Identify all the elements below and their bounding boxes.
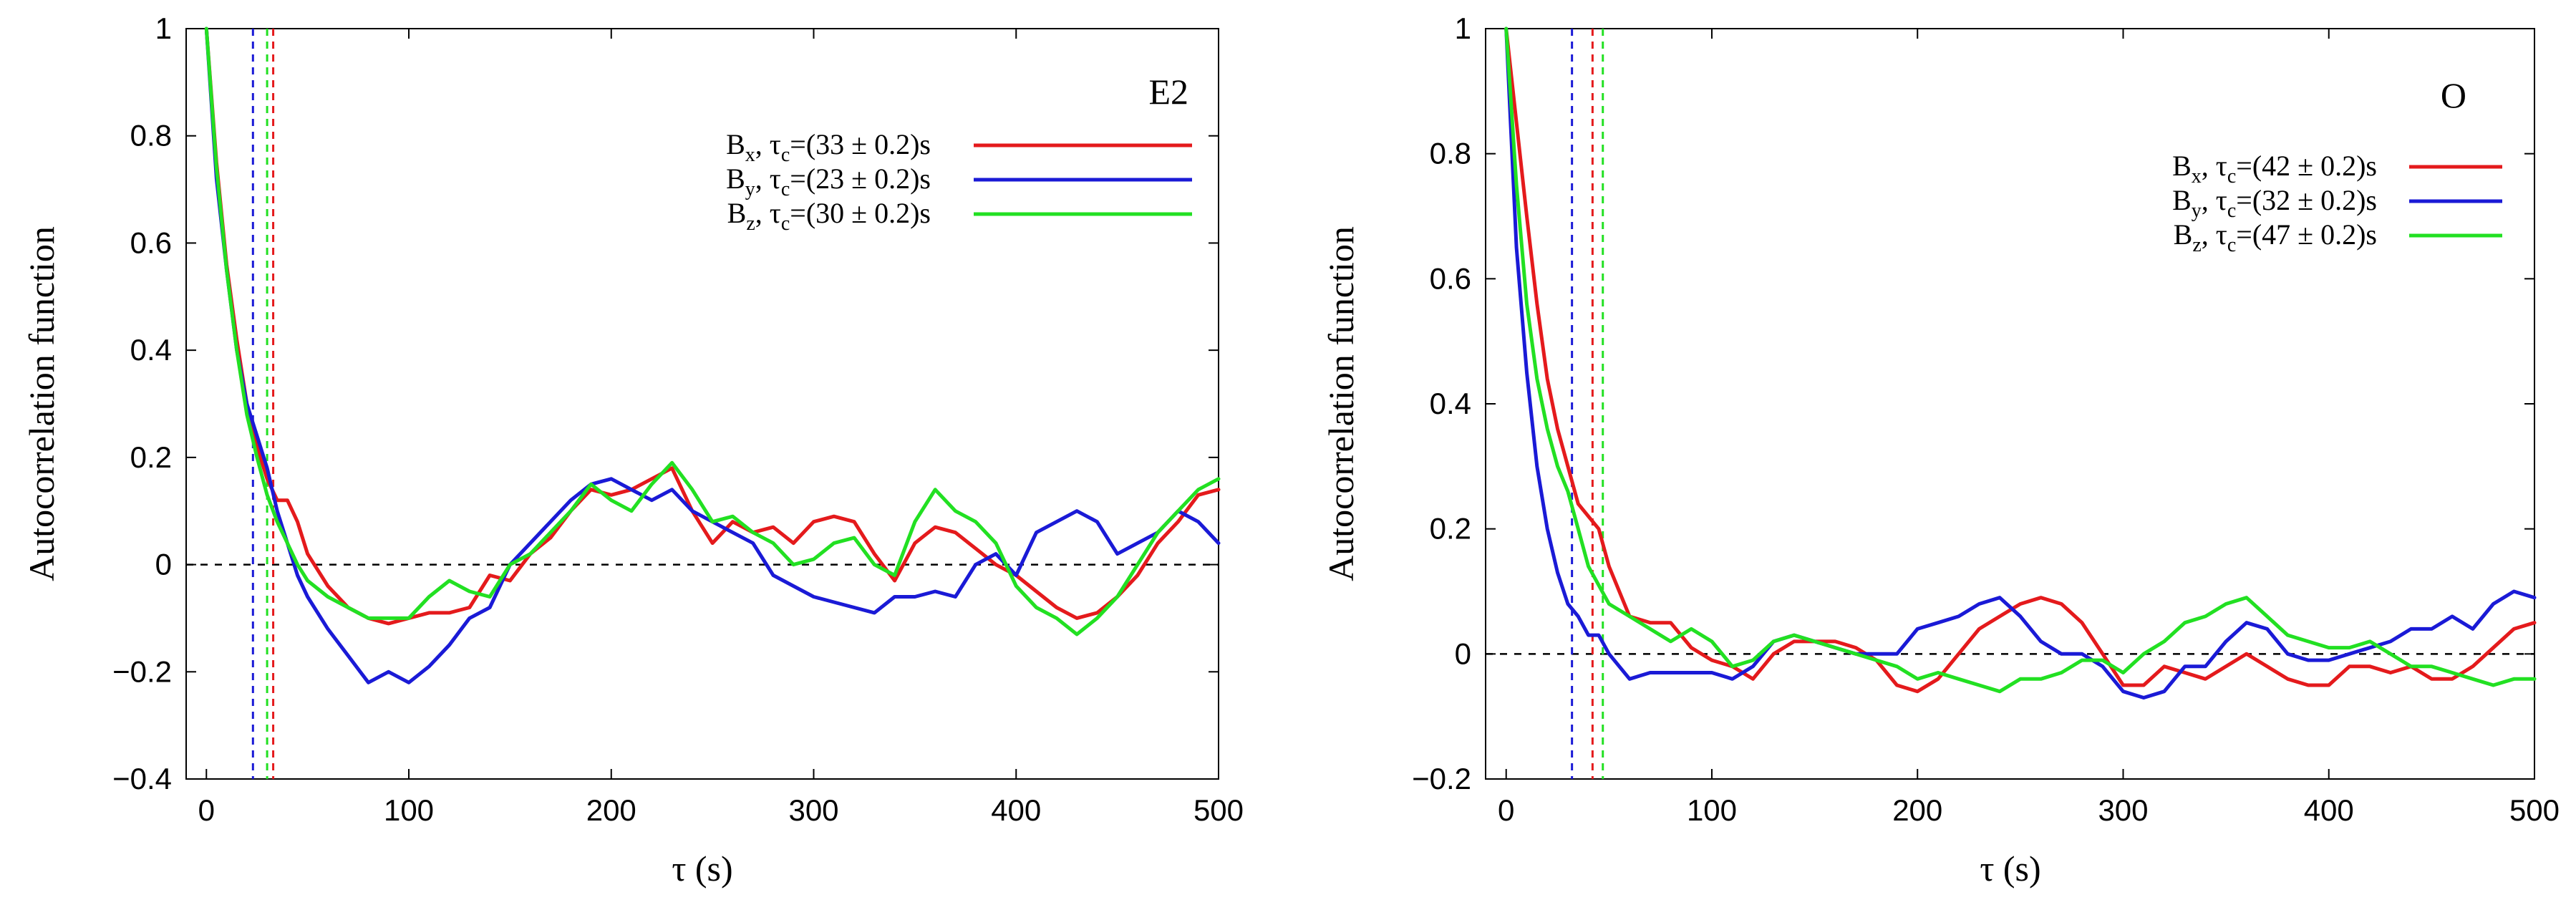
legend-text-part: B xyxy=(2172,184,2192,216)
x-tick-label: 500 xyxy=(1193,793,1244,827)
panel-e2: −0.4−0.200.20.40.60.81 0 100 200 300 400 500 … xyxy=(21,11,1244,889)
x-tick-label: 100 xyxy=(1687,793,1737,827)
x-axis-title: τ (s) xyxy=(672,848,732,889)
y-tick-label: 0.6 xyxy=(130,226,172,259)
y-tick-label: 1 xyxy=(155,11,172,45)
legend-text-part: z xyxy=(746,213,755,235)
legend-text-part: y xyxy=(2192,200,2202,222)
legend-label-by: By, τc=(32 ± 0.2)s xyxy=(2172,184,2377,222)
y-tick-label: 0 xyxy=(155,548,172,581)
series-line-by xyxy=(1504,26,2537,700)
legend: Bx, τc=(33 ± 0.2)sBy, τc=(23 ± 0.2)sBz, … xyxy=(726,128,1192,235)
legend-text-part: =(30 ± 0.2)s xyxy=(790,197,931,229)
series-group xyxy=(1504,26,2537,700)
y-tick-label: 0.4 xyxy=(130,333,172,367)
y-tick-label: 0.4 xyxy=(1430,387,1471,420)
series-line-bz xyxy=(1504,26,2537,694)
panel-label: E2 xyxy=(1148,72,1188,112)
x-tick-label: 200 xyxy=(586,793,636,827)
x-tick-label: 300 xyxy=(2098,793,2148,827)
legend-text-part: c xyxy=(2227,234,2236,256)
legend-text-part: =(33 ± 0.2)s xyxy=(790,128,931,160)
x-axis-title: τ (s) xyxy=(1980,848,2040,889)
x-tick-label: 100 xyxy=(384,793,434,827)
panel-o: −0.2 0 0.2 0.4 0.6 0.8 1 0 100 200 300 400 500 O Bx… xyxy=(1321,11,2560,889)
legend-label-by: By, τc=(23 ± 0.2)s xyxy=(726,163,931,200)
x-tick-label: 400 xyxy=(991,793,1041,827)
legend-text-part: B xyxy=(726,128,745,160)
legend-text-part: , τ xyxy=(2202,184,2227,216)
tau-c-markers xyxy=(1571,29,1604,779)
legend-label-bz: Bz, τc=(47 ± 0.2)s xyxy=(2174,218,2377,256)
legend-text-part: , τ xyxy=(2202,218,2227,251)
legend-label-bx: Bx, τc=(33 ± 0.2)s xyxy=(726,128,931,166)
y-tick-label: −0.2 xyxy=(1412,762,1471,795)
series-line-bz xyxy=(204,26,1221,637)
legend-text-part: =(42 ± 0.2)s xyxy=(2236,150,2377,182)
y-tick-label: 0.8 xyxy=(1430,137,1471,170)
legend-label-bx: Bx, τc=(42 ± 0.2)s xyxy=(2172,150,2377,188)
legend-text-part: =(32 ± 0.2)s xyxy=(2236,184,2377,216)
y-tick-label: 1 xyxy=(1455,11,1471,45)
legend-text-part: z xyxy=(2192,234,2201,256)
x-tick-label: 0 xyxy=(1498,793,1514,827)
plot-frame xyxy=(185,28,1219,780)
legend: Bx, τc=(42 ± 0.2)sBy, τc=(32 ± 0.2)sBz, … xyxy=(2172,150,2502,256)
y-tick-label: −0.4 xyxy=(112,762,172,795)
y-tick-label: 0.2 xyxy=(130,440,172,474)
x-ticks: 0 100 200 300 400 500 xyxy=(1498,29,2560,827)
series-line-by xyxy=(204,26,1221,684)
legend-text-part: c xyxy=(781,144,790,166)
y-ticks: −0.2 0 0.2 0.4 0.6 0.8 1 xyxy=(1412,11,2534,795)
legend-text-part: c xyxy=(781,178,790,200)
y-ticks: −0.4 −0.2 0 0.2 0.4 0.6 0.8 1 xyxy=(112,11,1219,795)
series-group xyxy=(204,26,1221,684)
y-tick-label: 0.8 xyxy=(130,119,172,153)
series-line-bx xyxy=(1504,26,2537,694)
legend-text-part: B xyxy=(726,163,745,195)
legend-text-part: , τ xyxy=(755,163,781,195)
tau-c-markers xyxy=(251,29,275,779)
legend-text-part: , τ xyxy=(755,128,781,160)
x-tick-label: 0 xyxy=(198,793,215,827)
y-axis-title: Autocorrelation function xyxy=(1321,226,1361,581)
x-ticks: 0 100 200 300 400 500 xyxy=(198,29,1244,827)
legend-text-part: c xyxy=(781,213,790,235)
x-tick-label: 400 xyxy=(2304,793,2354,827)
y-tick-label: 0.6 xyxy=(1430,261,1471,295)
legend-text-part: c xyxy=(2227,165,2236,188)
x-tick-label: 300 xyxy=(788,793,838,827)
legend-text-part: c xyxy=(2227,200,2236,222)
y-axis-title: Autocorrelation function xyxy=(21,226,62,581)
y-tick-label: −0.2 xyxy=(112,654,172,688)
legend-text-part: , τ xyxy=(755,197,781,229)
x-tick-label: 500 xyxy=(2509,793,2560,827)
legend-label-bz: Bz, τc=(30 ± 0.2)s xyxy=(727,197,931,235)
y-tick-label: 0.2 xyxy=(1430,512,1471,546)
legend-text-part: =(47 ± 0.2)s xyxy=(2236,218,2377,251)
y-tick-label: 0 xyxy=(1455,637,1471,670)
series-line-bx xyxy=(204,26,1221,626)
legend-text-part: x xyxy=(745,144,755,166)
x-tick-label: 200 xyxy=(1892,793,1942,827)
legend-text-part: =(23 ± 0.2)s xyxy=(790,163,931,195)
legend-text-part: y xyxy=(745,178,755,200)
legend-text-part: B xyxy=(727,197,747,229)
legend-text-part: x xyxy=(2192,165,2202,188)
legend-text-part: , τ xyxy=(2202,150,2227,182)
legend-text-part: B xyxy=(2174,218,2193,251)
panel-label: O xyxy=(2441,75,2466,115)
plot-frame xyxy=(1485,28,2535,780)
legend-text-part: B xyxy=(2172,150,2192,182)
